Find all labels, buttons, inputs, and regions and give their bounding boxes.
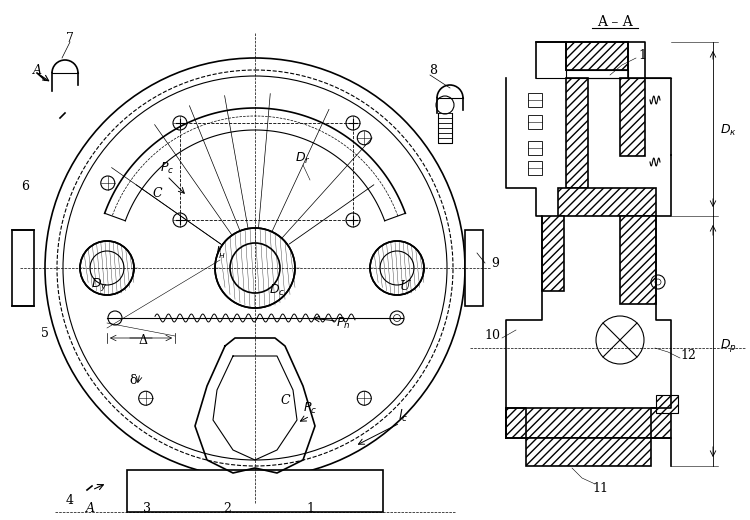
Bar	[566, 42, 628, 70]
Text: C: C	[280, 394, 290, 407]
Text: 11: 11	[592, 482, 608, 495]
Bar	[656, 395, 678, 413]
Text: 2: 2	[223, 501, 231, 514]
Text: $P_c$: $P_c$	[160, 161, 174, 176]
Text: 10: 10	[484, 329, 500, 342]
Circle shape	[215, 228, 295, 308]
Text: A: A	[86, 501, 94, 514]
Text: 5: 5	[41, 327, 49, 340]
Bar	[528, 141, 542, 155]
Bar	[12, 230, 34, 306]
Text: U: U	[400, 280, 410, 293]
Text: $P_c$: $P_c$	[303, 400, 317, 415]
Bar	[566, 70, 628, 78]
Circle shape	[436, 96, 454, 114]
Text: C: C	[152, 187, 162, 200]
Text: Δ: Δ	[139, 333, 148, 346]
Bar	[465, 230, 483, 306]
Bar	[542, 216, 564, 291]
Text: 7: 7	[66, 32, 74, 45]
Text: $P_n$: $P_n$	[336, 316, 350, 331]
Text: $D_р$: $D_р$	[720, 336, 736, 354]
Text: δ: δ	[129, 373, 136, 386]
Bar	[566, 78, 588, 188]
Text: $D_y$: $D_y$	[91, 276, 107, 293]
Text: 8: 8	[429, 63, 437, 76]
Text: $D_c$: $D_c$	[268, 282, 285, 297]
Text: $D_к$: $D_к$	[720, 122, 736, 138]
Text: $l_c$: $l_c$	[398, 408, 408, 424]
Bar	[506, 408, 671, 438]
Text: 12: 12	[680, 348, 696, 361]
Text: 6: 6	[21, 179, 29, 192]
Bar	[526, 438, 651, 466]
Text: A – A: A – A	[597, 15, 633, 29]
Text: $l_н$: $l_н$	[214, 245, 226, 261]
Bar	[558, 188, 656, 216]
Bar	[127, 470, 383, 512]
Text: 3: 3	[143, 501, 151, 514]
Text: 4: 4	[66, 493, 74, 506]
Circle shape	[80, 241, 134, 295]
Text: 9: 9	[491, 256, 499, 269]
Text: A: A	[32, 63, 41, 76]
Bar	[528, 161, 542, 175]
Text: $D_r$: $D_r$	[296, 150, 310, 165]
Bar	[528, 93, 542, 107]
Circle shape	[370, 241, 424, 295]
Circle shape	[596, 316, 644, 364]
Bar	[620, 216, 656, 304]
Bar	[528, 115, 542, 129]
Bar	[620, 78, 645, 156]
Text: 1: 1	[638, 48, 646, 61]
Text: 1: 1	[306, 501, 314, 514]
